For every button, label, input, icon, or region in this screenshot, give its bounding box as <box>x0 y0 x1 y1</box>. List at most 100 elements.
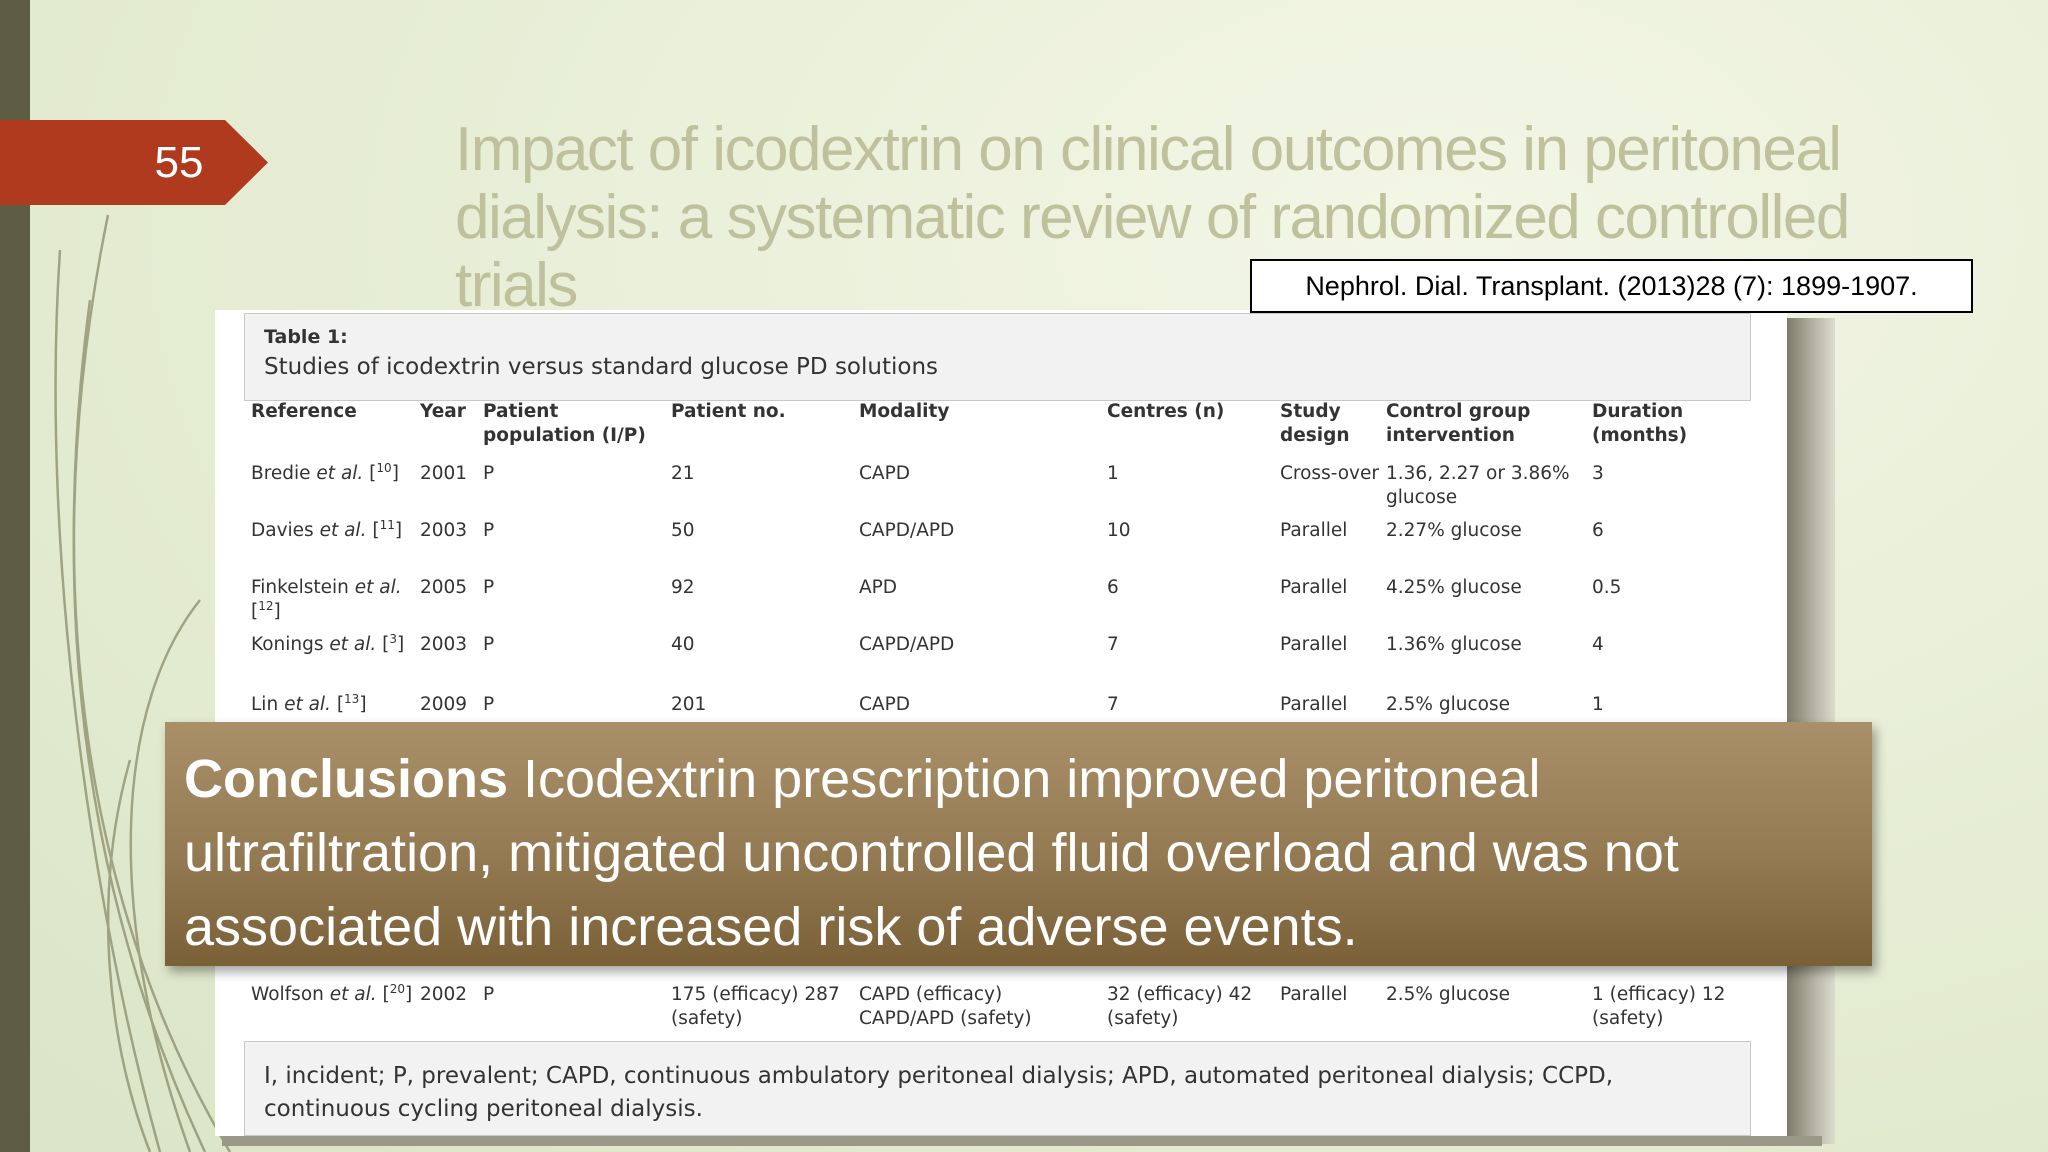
citation: Nephrol. Dial. Transplant. (2013)28 (7):… <box>1250 259 1973 313</box>
text-run: Konings <box>251 634 330 655</box>
text-run: [ <box>330 694 345 715</box>
decor-lines <box>54 214 232 1152</box>
table-cell: Parallel <box>1280 577 1348 598</box>
text-run: [ <box>376 984 390 1005</box>
table-cell: Konings et al. [3] <box>251 633 416 657</box>
column-header: Control group intervention <box>1386 401 1531 446</box>
text-run: et al. <box>284 694 331 715</box>
caption-box: Table 1: Studies of icodextrin versus st… <box>244 313 1751 401</box>
text-run: ] <box>394 520 403 541</box>
footnote: I, incident; P, prevalent; CAPD, continu… <box>264 1063 1614 1122</box>
text-run: ] <box>359 694 367 715</box>
table-cell: 6 <box>1592 520 1604 541</box>
table-cell: Parallel <box>1280 520 1348 541</box>
table-cell: 175 (efficacy) 287 (safety) <box>671 984 840 1029</box>
text-run: et al. <box>319 520 367 541</box>
table-cell: 32 (efficacy) 42 (safety) <box>1107 984 1253 1029</box>
table-cell: CAPD/APD <box>859 520 955 541</box>
table-cell: Finkelstein et al. [12] <box>251 576 416 624</box>
table-cell: CAPD <box>859 463 910 484</box>
table-cell: 10 <box>1107 520 1131 541</box>
slide-title: Impact of icodextrin on clinical outcome… <box>455 115 1850 320</box>
column-header: Centres (n) <box>1107 401 1225 422</box>
table-cell: Bredie et al. [10] <box>251 462 416 486</box>
text-run: Davies <box>251 520 320 541</box>
column-header: Study design <box>1280 401 1350 446</box>
table-cell: 2009 <box>420 694 468 715</box>
table-cell: Parallel <box>1280 984 1348 1005</box>
table-cell: 2003 <box>420 634 468 655</box>
table-cell: 21 <box>671 463 695 484</box>
text-run: Lin <box>251 694 285 715</box>
table-cell: 1.36% glucose <box>1386 634 1522 655</box>
table-cell: CAPD/APD <box>859 634 955 655</box>
slide-number: 55 <box>154 138 204 187</box>
table-cell: 92 <box>671 577 695 598</box>
text-run: Wolfson <box>251 984 330 1005</box>
table-cell: P <box>483 577 495 598</box>
column-header: Duration (months) <box>1592 401 1688 446</box>
conclusion-text: Icodextrin prescription improved periton… <box>184 749 1679 957</box>
table-cell: 2.5% glucose <box>1386 984 1510 1005</box>
text-run: Bredie <box>251 463 317 484</box>
caption: Studies of icodextrin versus standard gl… <box>264 354 939 380</box>
table-cell: 6 <box>1107 577 1119 598</box>
shadow <box>222 1136 1822 1146</box>
text-run: [ <box>363 463 377 484</box>
text-run: 20 <box>389 981 406 996</box>
text-run: Finkelstein <box>251 577 355 598</box>
table-cell: Wolfson et al. [20] <box>251 983 416 1007</box>
table-cell: 4 <box>1592 634 1604 655</box>
conclusion-lead: Conclusions <box>184 749 509 809</box>
table-cell: 7 <box>1107 694 1119 715</box>
table-cell: 2.5% glucose <box>1386 694 1510 715</box>
text-run: ] <box>391 463 399 484</box>
table-cell: P <box>483 694 495 715</box>
footnote-box: I, incident; P, prevalent; CAPD, continu… <box>244 1041 1751 1136</box>
text-run: 12 <box>258 598 274 613</box>
text-run: ] <box>397 634 405 655</box>
table-cell: 3 <box>1592 463 1604 484</box>
table-cell: 2001 <box>420 463 468 484</box>
table-cell: 2003 <box>420 520 468 541</box>
column-header: Reference <box>251 401 357 422</box>
text-run: [ <box>251 601 259 622</box>
text-run: et al. <box>329 984 377 1005</box>
text-run: et al. <box>316 463 364 484</box>
text-run: [ <box>376 634 390 655</box>
table-cell: Parallel <box>1280 694 1348 715</box>
conclusion-box: Conclusions Icodextrin prescription impr… <box>165 722 1872 966</box>
table-cell: P <box>483 463 495 484</box>
table-cell: P <box>483 634 495 655</box>
text-run: 11 <box>379 517 395 532</box>
table-cell: 4.25% glucose <box>1386 577 1522 598</box>
table-cell: APD <box>859 577 898 598</box>
column-header: Year <box>420 401 466 422</box>
text-run: [ <box>366 520 380 541</box>
text-run: et al. <box>329 634 377 655</box>
table-cell: 1 <box>1107 463 1119 484</box>
table-cell: P <box>483 520 495 541</box>
table-cell: Parallel <box>1280 634 1348 655</box>
text-run: 13 <box>344 691 360 706</box>
table-cell: CAPD (efficacy) CAPD/APD (safety) <box>859 984 1032 1029</box>
table-cell: CAPD <box>859 694 910 715</box>
table-cell: 0.5 <box>1592 577 1622 598</box>
caption-label: Table 1: <box>264 326 348 348</box>
table-cell: Lin et al. [13] <box>251 693 416 717</box>
table-cell: 7 <box>1107 634 1119 655</box>
table-cell: 40 <box>671 634 695 655</box>
column-header: Patient no. <box>671 401 786 422</box>
table-cell: P <box>483 984 495 1005</box>
table-cell: 201 <box>671 694 707 715</box>
table-cell: 1.36, 2.27 or 3.86% glucose <box>1386 463 1570 508</box>
column-header: Patient population (I/P) <box>483 401 646 446</box>
text-run: ] <box>273 601 281 622</box>
table-cell: Cross-over <box>1280 463 1379 484</box>
table-cell: 1 <box>1592 694 1604 715</box>
table-cell: Davies et al. [11] <box>251 519 416 543</box>
table-cell: 1 (efficacy) 12 (safety) <box>1592 984 1726 1029</box>
text-run: ] <box>405 984 413 1005</box>
column-header: Modality <box>859 401 950 422</box>
